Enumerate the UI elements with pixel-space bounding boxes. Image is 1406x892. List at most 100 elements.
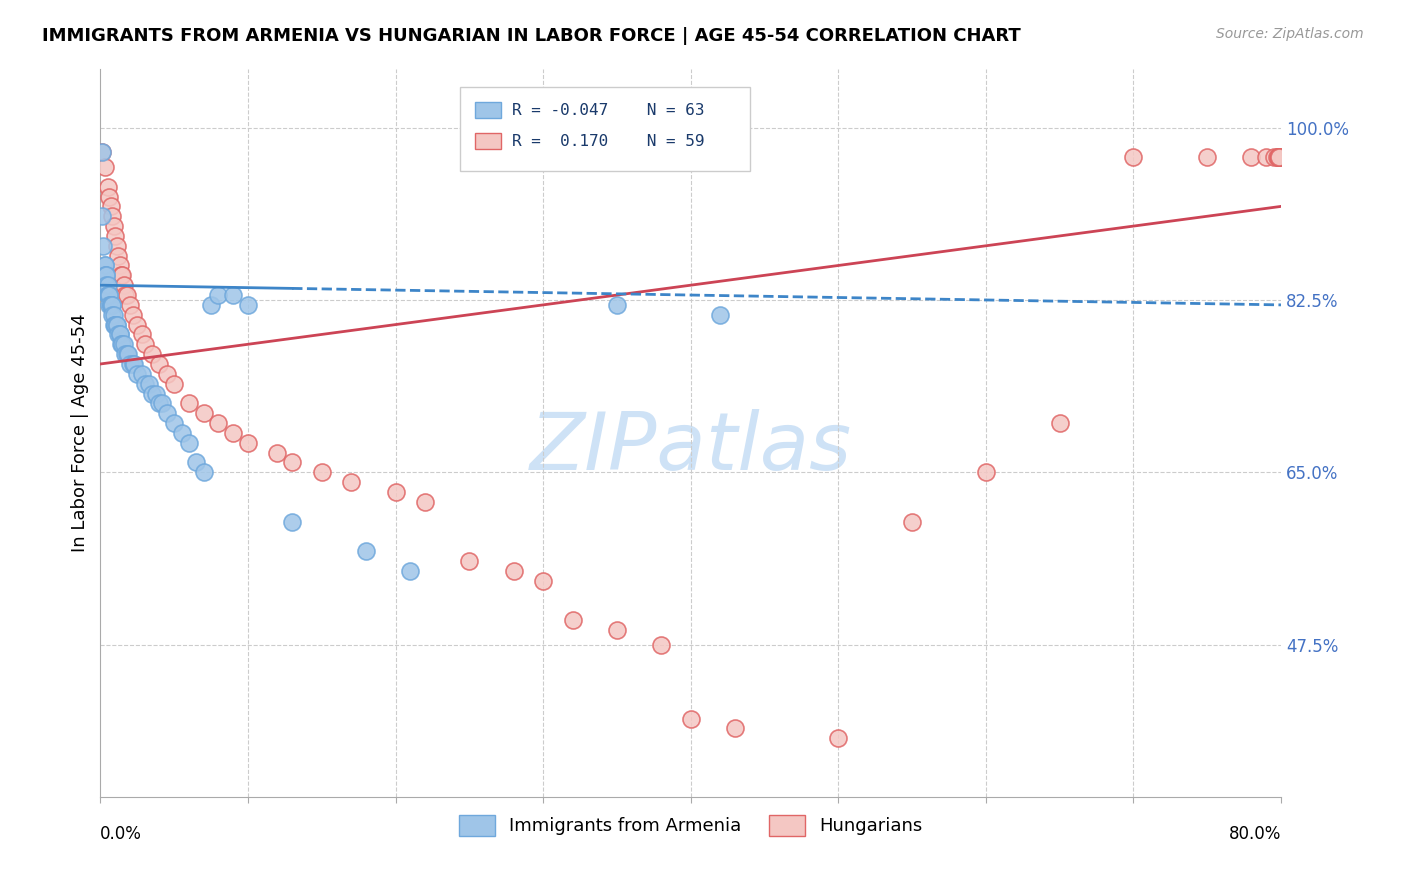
Point bbox=[266, 445, 288, 459]
Point bbox=[531, 574, 554, 588]
Point bbox=[145, 386, 167, 401]
Point bbox=[118, 298, 141, 312]
Point bbox=[112, 337, 135, 351]
Point bbox=[413, 495, 436, 509]
Text: ZIPatlas: ZIPatlas bbox=[530, 409, 852, 486]
Point bbox=[103, 318, 125, 332]
Point bbox=[186, 455, 208, 469]
Point bbox=[97, 288, 120, 302]
Point bbox=[148, 357, 170, 371]
Point bbox=[108, 259, 131, 273]
Point bbox=[131, 367, 153, 381]
Point bbox=[108, 327, 131, 342]
Point bbox=[222, 288, 245, 302]
Point bbox=[177, 435, 200, 450]
Point bbox=[1265, 150, 1288, 164]
Point bbox=[1049, 416, 1071, 430]
Point bbox=[1256, 150, 1278, 164]
Bar bbox=[475, 102, 501, 118]
Point bbox=[98, 189, 121, 203]
Point bbox=[134, 376, 156, 391]
Point bbox=[724, 722, 747, 736]
Point bbox=[156, 367, 179, 381]
Point bbox=[200, 298, 222, 312]
Point bbox=[901, 515, 924, 529]
Point bbox=[118, 357, 141, 371]
Point bbox=[127, 318, 149, 332]
Point bbox=[121, 308, 143, 322]
Point bbox=[1240, 150, 1263, 164]
Point bbox=[606, 298, 628, 312]
Point bbox=[103, 219, 125, 233]
Text: R =  0.170    N = 59: R = 0.170 N = 59 bbox=[512, 134, 704, 149]
Text: 0.0%: 0.0% bbox=[100, 825, 142, 843]
Point bbox=[236, 435, 259, 450]
Bar bbox=[460, 87, 749, 170]
Point bbox=[111, 268, 134, 283]
Point bbox=[148, 396, 170, 410]
Point bbox=[207, 288, 229, 302]
Text: IMMIGRANTS FROM ARMENIA VS HUNGARIAN IN LABOR FORCE | AGE 45-54 CORRELATION CHAR: IMMIGRANTS FROM ARMENIA VS HUNGARIAN IN … bbox=[42, 27, 1021, 45]
Point bbox=[96, 278, 118, 293]
Point bbox=[117, 347, 139, 361]
Point bbox=[101, 209, 124, 223]
Point bbox=[103, 308, 125, 322]
Point bbox=[827, 731, 849, 746]
Point bbox=[1267, 150, 1289, 164]
Bar bbox=[475, 134, 501, 150]
Point bbox=[127, 367, 149, 381]
Point bbox=[105, 318, 128, 332]
Point bbox=[502, 564, 524, 578]
Point bbox=[96, 268, 118, 283]
Point bbox=[561, 613, 583, 627]
Point bbox=[100, 199, 122, 213]
Point bbox=[90, 209, 112, 223]
Point bbox=[107, 249, 129, 263]
Point bbox=[104, 229, 127, 244]
Point bbox=[97, 179, 120, 194]
Point bbox=[156, 406, 179, 420]
Point bbox=[1268, 150, 1291, 164]
Point bbox=[115, 288, 138, 302]
Point bbox=[98, 288, 121, 302]
Point bbox=[114, 288, 136, 302]
Point bbox=[458, 554, 481, 568]
Point bbox=[100, 298, 122, 312]
Point bbox=[163, 376, 186, 391]
Point bbox=[90, 145, 112, 160]
Point bbox=[94, 259, 117, 273]
Point bbox=[124, 357, 146, 371]
Text: 80.0%: 80.0% bbox=[1229, 825, 1281, 843]
Point bbox=[101, 308, 124, 322]
Point bbox=[1268, 150, 1291, 164]
Point bbox=[114, 347, 136, 361]
Point bbox=[163, 416, 186, 430]
Point bbox=[98, 288, 121, 302]
Point bbox=[177, 396, 200, 410]
Point bbox=[94, 160, 117, 174]
Point bbox=[107, 327, 129, 342]
Y-axis label: In Labor Force | Age 45-54: In Labor Force | Age 45-54 bbox=[72, 314, 89, 552]
Point bbox=[650, 638, 672, 652]
Point bbox=[236, 298, 259, 312]
Point bbox=[340, 475, 363, 490]
Point bbox=[281, 515, 304, 529]
Point bbox=[94, 268, 117, 283]
Point bbox=[90, 145, 112, 160]
Point bbox=[97, 278, 120, 293]
Point bbox=[110, 268, 132, 283]
Text: R = -0.047    N = 63: R = -0.047 N = 63 bbox=[512, 103, 704, 118]
Point bbox=[399, 564, 422, 578]
Text: Source: ZipAtlas.com: Source: ZipAtlas.com bbox=[1216, 27, 1364, 41]
Point bbox=[131, 327, 153, 342]
Point bbox=[170, 425, 193, 440]
Point bbox=[97, 288, 120, 302]
Point bbox=[105, 239, 128, 253]
Point bbox=[1263, 150, 1285, 164]
Point bbox=[112, 278, 135, 293]
Point bbox=[281, 455, 304, 469]
Point bbox=[105, 318, 128, 332]
Point bbox=[101, 298, 124, 312]
Point bbox=[104, 318, 127, 332]
Point bbox=[1268, 150, 1291, 164]
